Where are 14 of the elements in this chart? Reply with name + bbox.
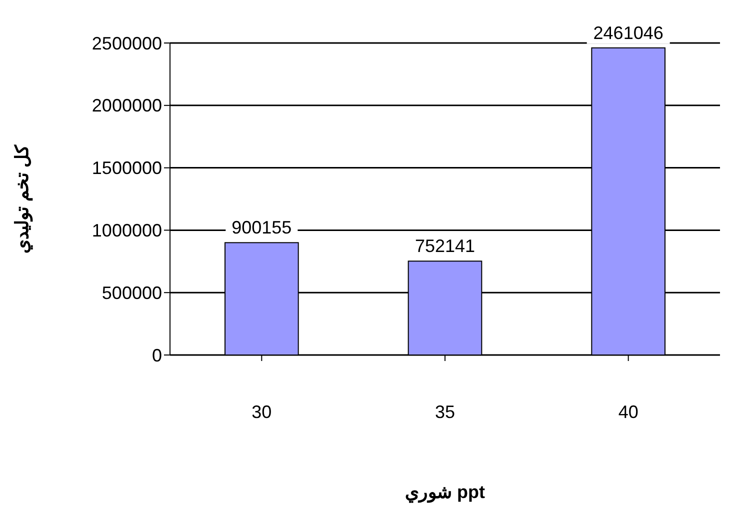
data-label: 2461046	[593, 22, 664, 43]
y-tick-label: 0	[152, 345, 162, 366]
y-tick-label: 1500000	[92, 158, 162, 178]
y-axis-title: كل تخم توليدي	[12, 144, 33, 254]
x-tick-label: 35	[434, 402, 456, 422]
y-tick-label: 2500000	[92, 33, 162, 54]
x-tick-label: 30	[252, 402, 272, 422]
y-tick-label: 500000	[102, 282, 162, 303]
y-tick-label: 2000000	[92, 96, 162, 116]
x-tick-label: 40	[618, 402, 638, 422]
data-label: 752141	[414, 236, 476, 256]
x-axis-title: شوري ppt	[405, 482, 485, 503]
data-label: 900155	[232, 218, 292, 238]
y-tick-label: 1000000	[92, 220, 162, 240]
